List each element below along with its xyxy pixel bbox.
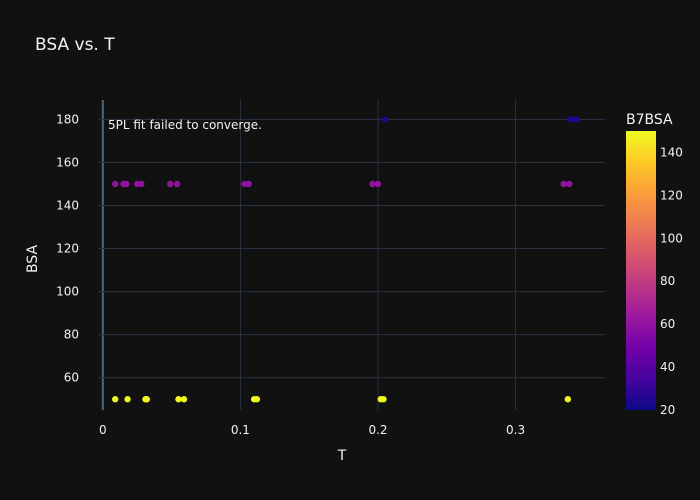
y-tick-label: 180 [56,112,79,126]
scatter-point [167,180,174,188]
scatter-point [564,396,572,403]
y-tick-label: 100 [56,285,79,299]
colorbar: B7BSA 20 40 60 80 100 120 140 [626,112,683,417]
y-tick-label: 140 [56,198,79,212]
y-tick-label: 160 [56,155,79,169]
scatter-point [123,180,130,188]
scatter-point [138,180,145,188]
scatter-point [180,396,188,403]
colorbar-tick-label: 80 [660,274,675,288]
fit-annotation: 5PL fit failed to converge. [108,118,262,132]
colorbar-tick-label: 40 [660,360,675,374]
y-tick-label: 60 [64,371,79,385]
scatter-point [381,116,389,123]
x-tick-label: 0.2 [368,423,387,437]
x-tick-label: 0.1 [231,423,250,437]
scatter-point [380,396,387,403]
colorbar-gradient [626,131,656,410]
colorbar-tick-label: 140 [660,145,683,159]
scatter-point [173,180,181,188]
x-axis-ticks: 0 0.1 0.2 0.3 [99,423,525,437]
scatter-point [369,180,376,188]
colorbar-tick-label: 60 [660,317,675,331]
colorbar-ticks: 20 40 60 80 100 120 140 [660,145,683,417]
scatter-point [111,180,119,188]
x-axis-title: T [337,448,347,464]
scatter-point [572,116,580,123]
scatter-point [124,396,131,403]
y-tick-label: 120 [56,242,79,256]
scatter-point [143,396,151,403]
scatter-points [111,116,580,403]
y-axis-ticks: 60 80 100 120 140 160 180 [56,112,79,384]
colorbar-title: B7BSA [626,112,673,128]
x-tick-label: 0.3 [506,423,525,437]
colorbar-tick-label: 100 [660,231,683,245]
colorbar-tick-label: 20 [660,403,675,417]
plot-area [98,100,605,410]
grid-lines [98,100,605,410]
x-tick-label: 0 [99,423,107,437]
scatter-point [175,396,182,403]
y-tick-label: 80 [64,328,79,342]
scatter-point [560,180,567,188]
scatter-point [374,180,382,188]
scatter-point [245,180,252,188]
colorbar-tick-label: 120 [660,188,683,202]
scatter-point [566,180,573,188]
scatter-point [567,116,574,123]
chart-title: BSA vs. T [35,35,115,55]
scatter-point [111,396,119,403]
y-axis-title: BSA [25,245,41,274]
scatter-point [253,396,261,403]
